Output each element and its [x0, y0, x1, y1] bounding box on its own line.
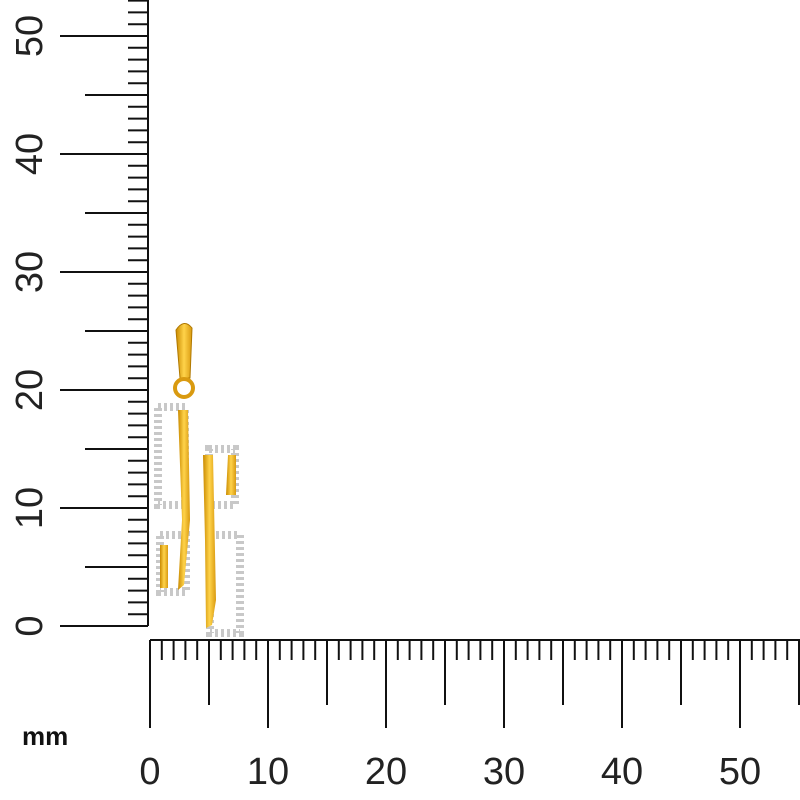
ruler-label: 20 — [9, 369, 51, 411]
ruler-label: 10 — [9, 487, 51, 529]
ruler-label: 20 — [365, 751, 407, 793]
ruler-label: 10 — [247, 751, 289, 793]
ruler-label: 50 — [719, 751, 761, 793]
ruler-label: 40 — [9, 133, 51, 175]
ruler-label: 0 — [139, 751, 160, 793]
ruler-label: 50 — [9, 15, 51, 57]
pendant — [154, 323, 244, 637]
unit-label: mm — [22, 721, 68, 751]
ruler-label: 30 — [483, 751, 525, 793]
ruler-label: 30 — [9, 251, 51, 293]
ruler-label: 0 — [9, 615, 51, 636]
ruler-label: 40 — [601, 751, 643, 793]
